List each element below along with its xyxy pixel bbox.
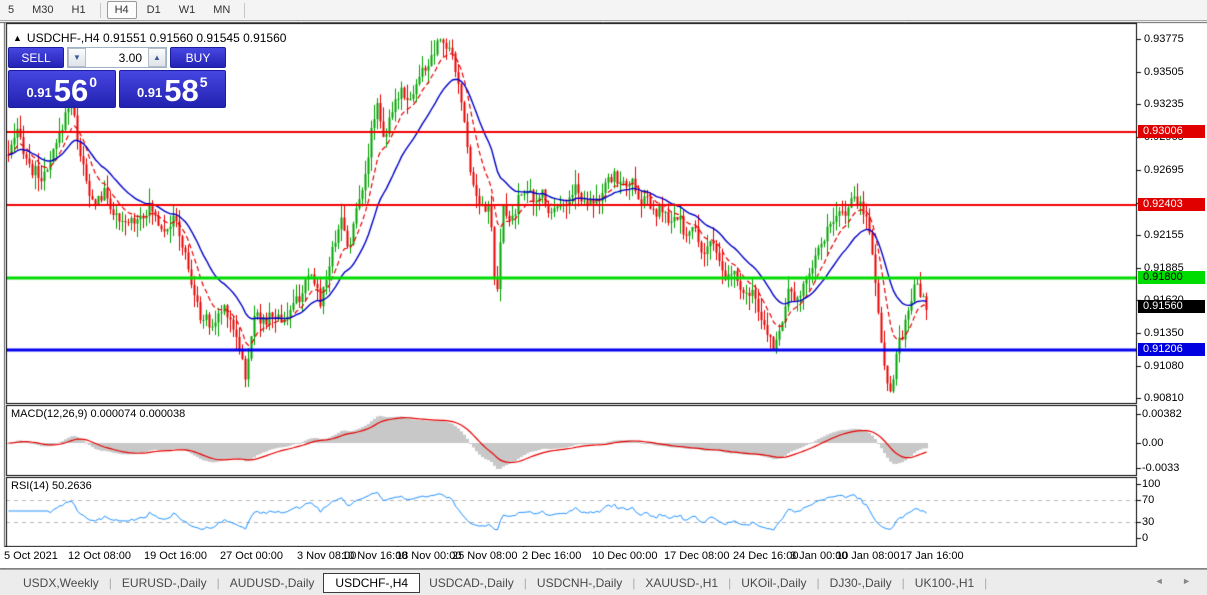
date-axis: 5 Oct 2021 12 Oct 08:00 19 Oct 16:00 27 Oct…: [0, 547, 1207, 568]
date-tick-label: 18 Nov 00:00: [396, 550, 462, 562]
tab-separator: |: [108, 575, 112, 590]
sell-price-big: 56: [53, 73, 89, 108]
volume-input[interactable]: 3.00: [118, 50, 142, 65]
macd-tick-label: -0.0033: [1142, 462, 1180, 475]
sell-price-prefix: 0.91: [26, 85, 52, 100]
tab-separator: |: [632, 575, 636, 590]
triangle-up-icon: ▲: [13, 33, 22, 43]
date-tick-label: 5 Oct 2021: [4, 550, 58, 562]
timeframe-d1[interactable]: D1: [146, 4, 161, 16]
tab-usdcnh-daily[interactable]: USDCNH-,Daily: [536, 575, 623, 590]
tab-usdcad-daily[interactable]: USDCAD-,Daily: [429, 575, 514, 590]
macd-tick-label: 0.00382: [1142, 407, 1182, 420]
arrow-down-icon: ▼: [73, 53, 81, 62]
price-tick-label: 0.93235: [1144, 98, 1184, 111]
date-tick-label: 3 Nov 08:00: [297, 550, 357, 562]
buy-price-prefix: 0.91: [136, 85, 163, 100]
price-tick-label: 0.93505: [1144, 65, 1184, 78]
price-tick-label: 0.91080: [1144, 359, 1184, 372]
rsi-tick-label: 30: [1142, 515, 1155, 528]
timeframe-mn[interactable]: MN: [213, 4, 231, 16]
timeframe-w1[interactable]: W1: [178, 4, 196, 16]
volume-decrease-button[interactable]: ▼: [68, 48, 86, 67]
chart-tab-bar: USDX,Weekly | EURUSD-,Daily | AUDUSD-,Daily U…: [0, 569, 1207, 595]
tab-separator: |: [216, 575, 220, 590]
volume-spinner: ▼ 3.00 ▲: [67, 47, 167, 68]
buy-price-big: 58: [164, 73, 199, 108]
price-tick-label: 0.92155: [1144, 229, 1184, 242]
buy-price-pip: 5: [199, 74, 208, 90]
tab-audusd-daily[interactable]: AUDUSD-,Daily: [229, 575, 315, 590]
current-price-badge: 0.91560: [1138, 300, 1205, 314]
timeframe-h1[interactable]: H1: [71, 4, 86, 16]
date-tick-label: 27 Oct 00:00: [220, 550, 283, 562]
date-tick-label: 10 Nov 16:00: [342, 550, 408, 562]
tab-scroll-arrows[interactable]: ◄ ►: [1154, 576, 1199, 586]
tab-separator: |: [523, 575, 527, 590]
one-click-trading-panel: SELL ▼ 3.00 ▲ BUY 0.91 56 0 0.91 58 5: [8, 47, 226, 108]
tab-usdchf-h4[interactable]: USDCHF-,H4: [323, 572, 421, 593]
tab-separator: |: [984, 575, 988, 590]
date-tick-label: 2 Dec 16:00: [522, 550, 582, 562]
date-tick-label: 3 Jan 00:00: [790, 550, 848, 562]
timeframe-5[interactable]: 5: [8, 4, 15, 16]
sell-button[interactable]: SELL: [8, 47, 64, 68]
tab-uk100-h1[interactable]: UK100-,H1: [914, 575, 975, 590]
price-tick-label: 0.93775: [1144, 33, 1184, 45]
tab-separator: |: [816, 575, 820, 590]
hline-price-badge: 0.93006: [1138, 125, 1205, 139]
hline-price-badge: 0.91206: [1138, 343, 1205, 357]
date-tick-label: 12 Oct 08:00: [68, 550, 131, 562]
hline-price-badge: 0.92403: [1138, 198, 1205, 212]
buy-price-display[interactable]: 0.91 58 5: [118, 70, 226, 108]
rsi-tick-label: 70: [1142, 494, 1155, 507]
timeframe-m30[interactable]: M30: [32, 4, 54, 16]
date-tick-label: 17 Jan 16:00: [900, 550, 964, 562]
tab-separator: |: [901, 575, 905, 590]
price-tick-label: 0.90810: [1144, 392, 1184, 405]
tab-usdx-weekly[interactable]: USDX,Weekly: [23, 575, 99, 590]
timeframe-h4[interactable]: H4: [106, 1, 137, 19]
toolbar-separator: [244, 2, 246, 18]
date-tick-label: 25 Nov 08:00: [452, 550, 518, 562]
chart-title: ▲ USDCHF-,H4 0.91551 0.91560 0.91545 0.91…: [13, 31, 286, 45]
date-tick-label: 24 Dec 16:00: [733, 550, 799, 562]
chart-ohlc-quote: 0.91551 0.91560 0.91545 0.91560: [102, 31, 287, 45]
macd-tick-label: 0.00: [1142, 437, 1164, 449]
timeframe-toolbar: 5 M30 H1 H4 D1 W1 MN: [0, 0, 1207, 21]
tab-eurusd-daily[interactable]: EURUSD-,Daily: [121, 575, 207, 590]
date-tick-label: 10 Dec 00:00: [592, 550, 658, 562]
rsi-indicator-label: RSI(14) 50.2636: [11, 480, 92, 492]
buy-button[interactable]: BUY: [170, 47, 226, 68]
toolbar-separator: [99, 2, 101, 18]
sell-price-pip: 0: [89, 74, 98, 90]
chart-symbol-period: USDCHF-,H4: [26, 31, 100, 45]
macd-indicator-label: MACD(12,26,9) 0.000074 0.000038: [11, 408, 186, 420]
arrow-up-icon: ▲: [153, 53, 161, 62]
date-tick-label: 10 Jan 08:00: [836, 550, 900, 562]
price-tick-label: 0.92695: [1144, 163, 1184, 176]
price-tick-label: 0.91885: [1144, 262, 1184, 275]
rsi-tick-label: 0: [1142, 532, 1149, 544]
rsi-tick-label: 100: [1142, 478, 1161, 490]
sell-price-display[interactable]: 0.91 56 0: [8, 70, 116, 108]
price-tick-label: 0.91350: [1144, 326, 1184, 339]
tab-ukoil-daily[interactable]: UKOil-,Daily: [741, 575, 807, 590]
tab-xauusd-h1[interactable]: XAUUSD-,H1: [645, 575, 719, 590]
date-tick-label: 19 Oct 16:00: [144, 550, 207, 562]
tab-separator: |: [728, 575, 732, 590]
date-tick-label: 17 Dec 08:00: [664, 550, 730, 562]
tab-dj30-daily[interactable]: DJ30-,Daily: [829, 575, 892, 590]
hline-price-badge: 0.91800: [1138, 271, 1205, 285]
volume-increase-button[interactable]: ▲: [148, 48, 166, 67]
